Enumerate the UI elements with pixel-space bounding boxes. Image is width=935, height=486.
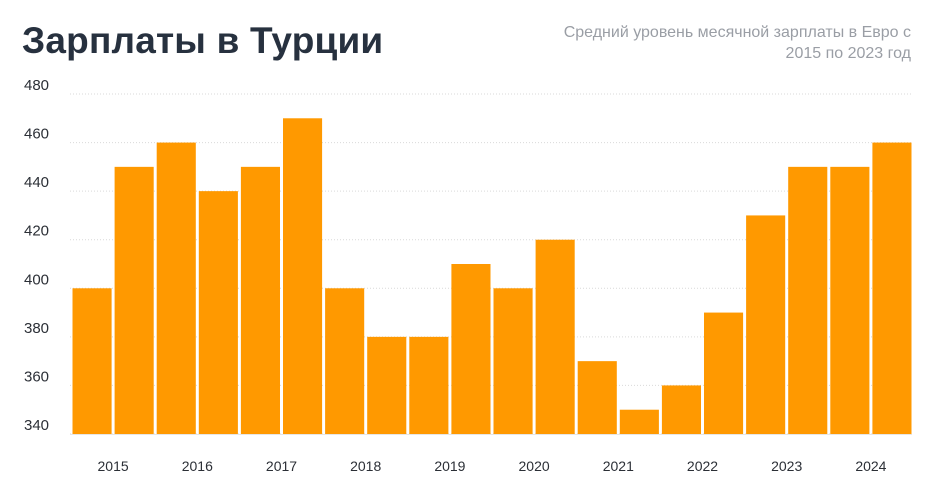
chart-title: Зарплаты в Турции	[22, 20, 384, 61]
bar	[409, 336, 449, 434]
bar	[156, 142, 196, 435]
x-tick-label: 2018	[350, 458, 381, 474]
chart-subtitle: Средний уровень месячной зарплаты в Евро…	[563, 24, 911, 62]
y-tick-label: 340	[24, 417, 49, 434]
bar	[577, 361, 617, 434]
bar	[451, 264, 491, 434]
x-tick-label: 2021	[603, 458, 634, 474]
x-tick-label: 2020	[519, 458, 550, 474]
y-tick-label: 480	[24, 77, 49, 94]
bar	[325, 288, 365, 434]
x-tick-label: 2023	[771, 458, 802, 474]
x-tick-label: 2022	[687, 458, 718, 474]
bar	[704, 312, 744, 434]
bar	[367, 336, 407, 434]
x-tick-label: 2019	[434, 458, 465, 474]
x-tick-label: 2017	[266, 458, 297, 474]
bar	[535, 239, 575, 434]
x-tick-label: 2024	[855, 458, 886, 474]
bar	[114, 166, 154, 434]
y-tick-label: 420	[24, 223, 49, 240]
bar	[198, 191, 238, 434]
bar	[283, 118, 323, 435]
y-tick-label: 400	[24, 271, 49, 288]
y-tick-label: 360	[24, 368, 49, 385]
bar	[830, 166, 870, 434]
bar	[788, 166, 828, 434]
bar	[240, 166, 280, 434]
bar	[619, 409, 659, 434]
y-tick-label: 460	[24, 126, 49, 143]
bar	[746, 215, 786, 434]
x-tick-label: 2016	[182, 458, 213, 474]
bar	[493, 288, 533, 434]
y-tick-label: 440	[24, 174, 49, 191]
bar	[661, 385, 701, 434]
y-tick-label: 380	[24, 320, 49, 337]
bar	[72, 288, 112, 434]
bar	[872, 142, 912, 435]
x-tick-label: 2015	[98, 458, 129, 474]
